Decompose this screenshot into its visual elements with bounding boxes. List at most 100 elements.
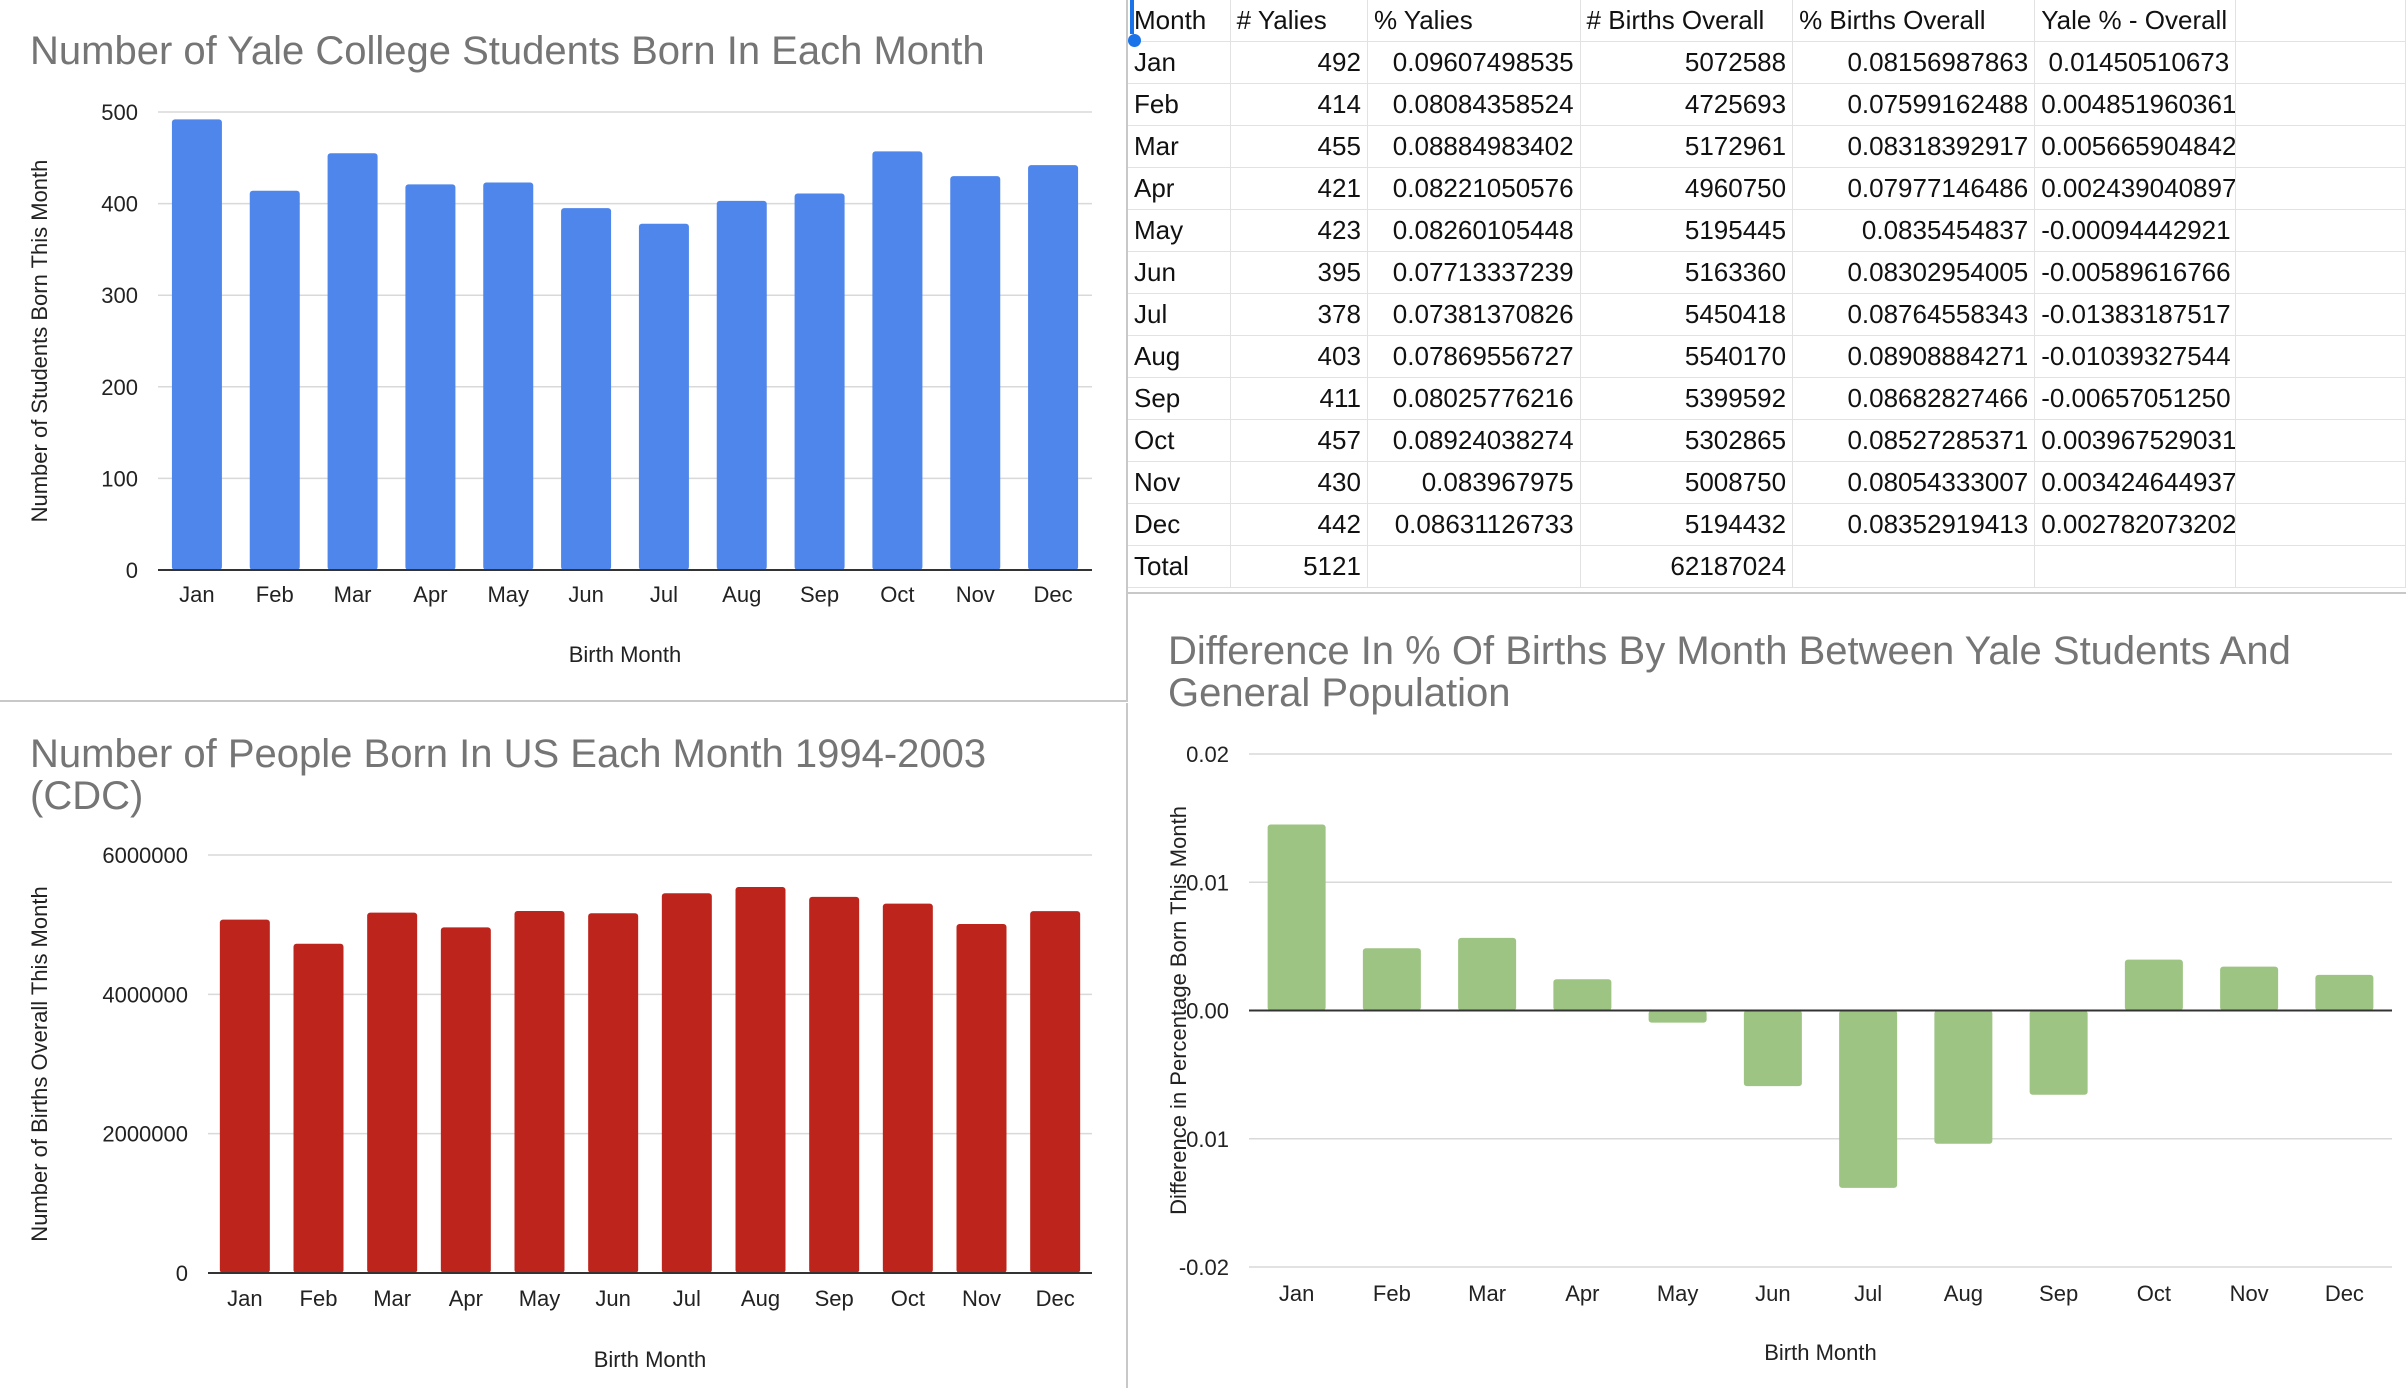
- table-cell[interactable]: [1792, 545, 2036, 588]
- table-cell[interactable]: 4960750: [1580, 167, 1794, 210]
- table-cell[interactable]: 442: [1230, 503, 1368, 546]
- table-cell[interactable]: 0.07599162488: [1792, 83, 2036, 126]
- table-cell[interactable]: 0.08025776216: [1367, 377, 1581, 420]
- table-cell[interactable]: -0.01039327544: [2034, 335, 2237, 378]
- table-cell[interactable]: 0.08908884271: [1792, 335, 2036, 378]
- table-cell[interactable]: 0.07977146486: [1792, 167, 2036, 210]
- table-cell[interactable]: 5121: [1230, 545, 1368, 588]
- column-header[interactable]: Yale % - Overall %: [2034, 0, 2237, 42]
- table-cell[interactable]: 5540170: [1580, 335, 1794, 378]
- table-cell[interactable]: [2235, 461, 2406, 504]
- table-cell[interactable]: 4725693: [1580, 83, 1794, 126]
- column-header[interactable]: Month: [1128, 0, 1231, 42]
- table-cell[interactable]: 0.08302954005: [1792, 251, 2036, 294]
- table-cell[interactable]: Apr: [1128, 167, 1231, 210]
- table-cell[interactable]: Feb: [1128, 83, 1231, 126]
- table-cell[interactable]: [2235, 503, 2406, 546]
- table-cell[interactable]: 457: [1230, 419, 1368, 462]
- table-cell[interactable]: 0.08084358524: [1367, 83, 1581, 126]
- difference-chart-panel[interactable]: Difference In % Of Births By Month Betwe…: [1128, 592, 2406, 1390]
- fill-handle[interactable]: [1128, 34, 1141, 47]
- column-header[interactable]: # Births Overall: [1580, 0, 1794, 42]
- table-cell[interactable]: 62187024: [1580, 545, 1794, 588]
- table-cell[interactable]: 423: [1230, 209, 1368, 252]
- active-cell-indicator[interactable]: [1130, 0, 1134, 34]
- table-cell[interactable]: 378: [1230, 293, 1368, 336]
- table-cell[interactable]: Jun: [1128, 251, 1231, 294]
- table-cell[interactable]: [2235, 83, 2406, 126]
- us-births-chart-panel[interactable]: Number of People Born In US Each Month 1…: [0, 703, 1128, 1388]
- table-cell[interactable]: 411: [1230, 377, 1368, 420]
- table-cell[interactable]: 0.002782073202: [2034, 503, 2237, 546]
- table-cell[interactable]: [2034, 545, 2237, 588]
- table-cell[interactable]: 5008750: [1580, 461, 1794, 504]
- table-cell[interactable]: 5163360: [1580, 251, 1794, 294]
- table-cell[interactable]: [2235, 167, 2406, 210]
- column-header[interactable]: [2235, 0, 2406, 42]
- table-cell[interactable]: Nov: [1128, 461, 1231, 504]
- table-cell[interactable]: [2235, 293, 2406, 336]
- table-cell[interactable]: [2235, 125, 2406, 168]
- table-cell[interactable]: 0.08352919413: [1792, 503, 2036, 546]
- table-cell[interactable]: [2235, 377, 2406, 420]
- table-cell[interactable]: 0.003424644937: [2034, 461, 2237, 504]
- table-cell[interactable]: 0.08260105448: [1367, 209, 1581, 252]
- table-cell[interactable]: 0.08054333007: [1792, 461, 2036, 504]
- table-cell[interactable]: 0.08631126733: [1367, 503, 1581, 546]
- table-cell[interactable]: 0.08884983402: [1367, 125, 1581, 168]
- table-cell[interactable]: 0.08764558343: [1792, 293, 2036, 336]
- table-cell[interactable]: 0.08682827466: [1792, 377, 2036, 420]
- table-cell[interactable]: -0.00657051250: [2034, 377, 2237, 420]
- table-cell[interactable]: Total: [1128, 545, 1231, 588]
- table-cell[interactable]: 0.08527285371: [1792, 419, 2036, 462]
- table-cell[interactable]: [2235, 545, 2406, 588]
- table-cell[interactable]: [2235, 251, 2406, 294]
- table-cell[interactable]: 0.083967975: [1367, 461, 1581, 504]
- table-cell[interactable]: -0.00094442921: [2034, 209, 2237, 252]
- table-cell[interactable]: 0.08924038274: [1367, 419, 1581, 462]
- table-cell[interactable]: Jul: [1128, 293, 1231, 336]
- table-cell[interactable]: 492: [1230, 41, 1368, 84]
- table-cell[interactable]: Dec: [1128, 503, 1231, 546]
- table-cell[interactable]: 430: [1230, 461, 1368, 504]
- column-header[interactable]: % Births Overall: [1792, 0, 2036, 42]
- table-cell[interactable]: 5399592: [1580, 377, 1794, 420]
- table-cell[interactable]: [2235, 419, 2406, 462]
- column-header[interactable]: % Yalies: [1367, 0, 1581, 42]
- table-cell[interactable]: 0.09607498535: [1367, 41, 1581, 84]
- table-cell[interactable]: Oct: [1128, 419, 1231, 462]
- table-cell[interactable]: May: [1128, 209, 1231, 252]
- table-cell[interactable]: 0.002439040897: [2034, 167, 2237, 210]
- table-cell[interactable]: [2235, 335, 2406, 378]
- table-cell[interactable]: 0.08318392917: [1792, 125, 2036, 168]
- table-cell[interactable]: 0.08221050576: [1367, 167, 1581, 210]
- table-cell[interactable]: 0.01450510673: [2034, 41, 2237, 84]
- spreadsheet-grid[interactable]: Month # Yalies% Yalies # Births Overall% B…: [1128, 0, 2406, 590]
- table-cell[interactable]: Jan: [1128, 41, 1231, 84]
- table-cell[interactable]: 0.005665904842: [2034, 125, 2237, 168]
- table-cell[interactable]: 414: [1230, 83, 1368, 126]
- table-cell[interactable]: Sep: [1128, 377, 1231, 420]
- table-cell[interactable]: 5302865: [1580, 419, 1794, 462]
- table-cell[interactable]: 5172961: [1580, 125, 1794, 168]
- table-cell[interactable]: 0.003967529031: [2034, 419, 2237, 462]
- table-cell[interactable]: 455: [1230, 125, 1368, 168]
- table-cell[interactable]: 395: [1230, 251, 1368, 294]
- table-cell[interactable]: 403: [1230, 335, 1368, 378]
- table-cell[interactable]: 0.08156987863: [1792, 41, 2036, 84]
- yale-births-chart-panel[interactable]: Number of Yale College Students Born In …: [0, 0, 1128, 702]
- table-cell[interactable]: 0.004851960361: [2034, 83, 2237, 126]
- table-cell[interactable]: -0.01383187517: [2034, 293, 2237, 336]
- table-cell[interactable]: 5195445: [1580, 209, 1794, 252]
- table-cell[interactable]: 5194432: [1580, 503, 1794, 546]
- table-cell[interactable]: 0.0835454837: [1792, 209, 2036, 252]
- table-cell[interactable]: 0.07869556727: [1367, 335, 1581, 378]
- table-cell[interactable]: [2235, 41, 2406, 84]
- table-cell[interactable]: 5450418: [1580, 293, 1794, 336]
- table-cell[interactable]: Mar: [1128, 125, 1231, 168]
- table-cell[interactable]: 5072588: [1580, 41, 1794, 84]
- table-cell[interactable]: -0.00589616766: [2034, 251, 2237, 294]
- table-cell[interactable]: Aug: [1128, 335, 1231, 378]
- table-cell[interactable]: 421: [1230, 167, 1368, 210]
- table-cell[interactable]: 0.07713337239: [1367, 251, 1581, 294]
